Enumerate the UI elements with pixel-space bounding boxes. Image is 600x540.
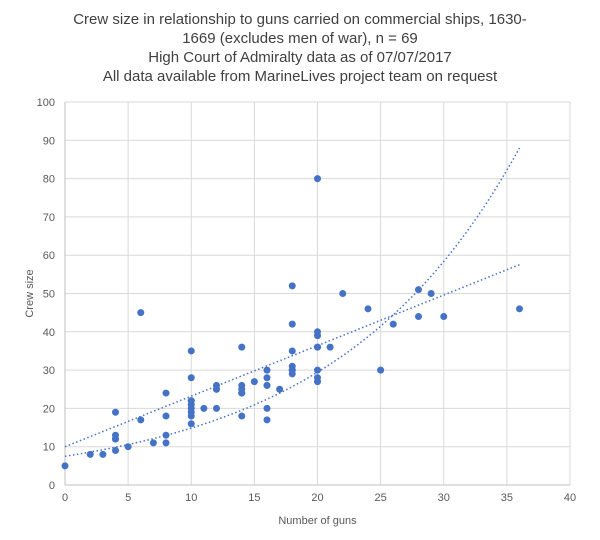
y-tick-label: 40 [43, 327, 55, 339]
data-point [61, 462, 69, 470]
data-point [187, 347, 195, 355]
data-point [314, 328, 321, 336]
x-tick-label: 0 [62, 492, 68, 504]
chart-title-line-3: High Court of Admiralty data as of 07/07… [148, 49, 452, 66]
data-point [213, 404, 220, 412]
data-point [314, 366, 321, 374]
data-point [187, 374, 195, 382]
data-point [86, 450, 94, 458]
x-axis-label: Number of guns [278, 515, 357, 527]
x-tick-label: 15 [248, 492, 260, 504]
data-point [238, 343, 246, 351]
x-tick-label: 20 [311, 492, 323, 504]
data-point [250, 378, 258, 386]
linear-trendline [64, 264, 520, 448]
x-tick-label: 40 [564, 492, 576, 504]
data-point [263, 381, 271, 389]
data-point [415, 312, 422, 320]
y-axis-label: Crew size [24, 269, 36, 317]
data-point [187, 420, 195, 428]
data-point [187, 397, 195, 405]
data-point [149, 439, 157, 447]
data-point [314, 343, 321, 351]
data-point [263, 404, 271, 412]
data-point [124, 443, 132, 451]
data-point [288, 320, 296, 328]
data-point [377, 366, 385, 374]
data-point [112, 447, 119, 455]
y-tick-label: 90 [43, 135, 55, 147]
data-point [112, 435, 119, 443]
data-point [288, 366, 296, 374]
data-point [364, 305, 372, 313]
x-tick-label: 10 [185, 492, 197, 504]
data-point [288, 282, 296, 290]
chart-title-line-4: All data available from MarineLives proj… [102, 68, 498, 85]
data-point [162, 389, 170, 397]
data-point [200, 404, 208, 412]
data-point [440, 312, 448, 320]
data-point [162, 412, 170, 420]
x-tick-label: 30 [438, 492, 450, 504]
data-point [288, 347, 296, 355]
data-point [162, 439, 170, 447]
data-point [238, 389, 246, 397]
data-point [314, 175, 321, 183]
y-tick-label: 100 [37, 97, 55, 109]
data-point [137, 416, 145, 424]
data-point [238, 381, 246, 389]
y-tick-label: 20 [43, 403, 55, 415]
y-tick-label: 50 [43, 289, 55, 301]
data-point [276, 385, 284, 393]
exponential-trendline [64, 147, 521, 458]
x-tick-label: 25 [375, 492, 387, 504]
data-point [415, 286, 422, 294]
y-tick-label: 30 [43, 365, 55, 377]
data-point [263, 366, 271, 374]
data-point [162, 431, 170, 439]
chart-title-line-2: 1669 (excludes men of war), n = 69 [182, 30, 418, 47]
data-point [187, 404, 195, 412]
x-tick-label: 5 [125, 492, 131, 504]
y-tick-label: 60 [43, 250, 55, 262]
data-point [516, 305, 523, 313]
y-tick-label: 80 [43, 174, 55, 186]
data-point [263, 416, 271, 424]
chart-title-line-1: Crew size in relationship to guns carrie… [73, 11, 527, 28]
data-point [427, 290, 435, 297]
data-point [112, 408, 119, 416]
data-point [314, 374, 321, 382]
data-point [137, 309, 145, 317]
y-tick-label: 0 [49, 480, 55, 492]
data-point [99, 450, 107, 458]
y-tick-label: 70 [43, 212, 55, 224]
x-tick-label: 35 [501, 492, 513, 504]
data-point [339, 290, 347, 297]
data-point [326, 343, 334, 351]
data-point [263, 374, 271, 382]
data-point [238, 412, 246, 420]
y-tick-label: 10 [43, 442, 55, 454]
data-point [389, 320, 397, 328]
